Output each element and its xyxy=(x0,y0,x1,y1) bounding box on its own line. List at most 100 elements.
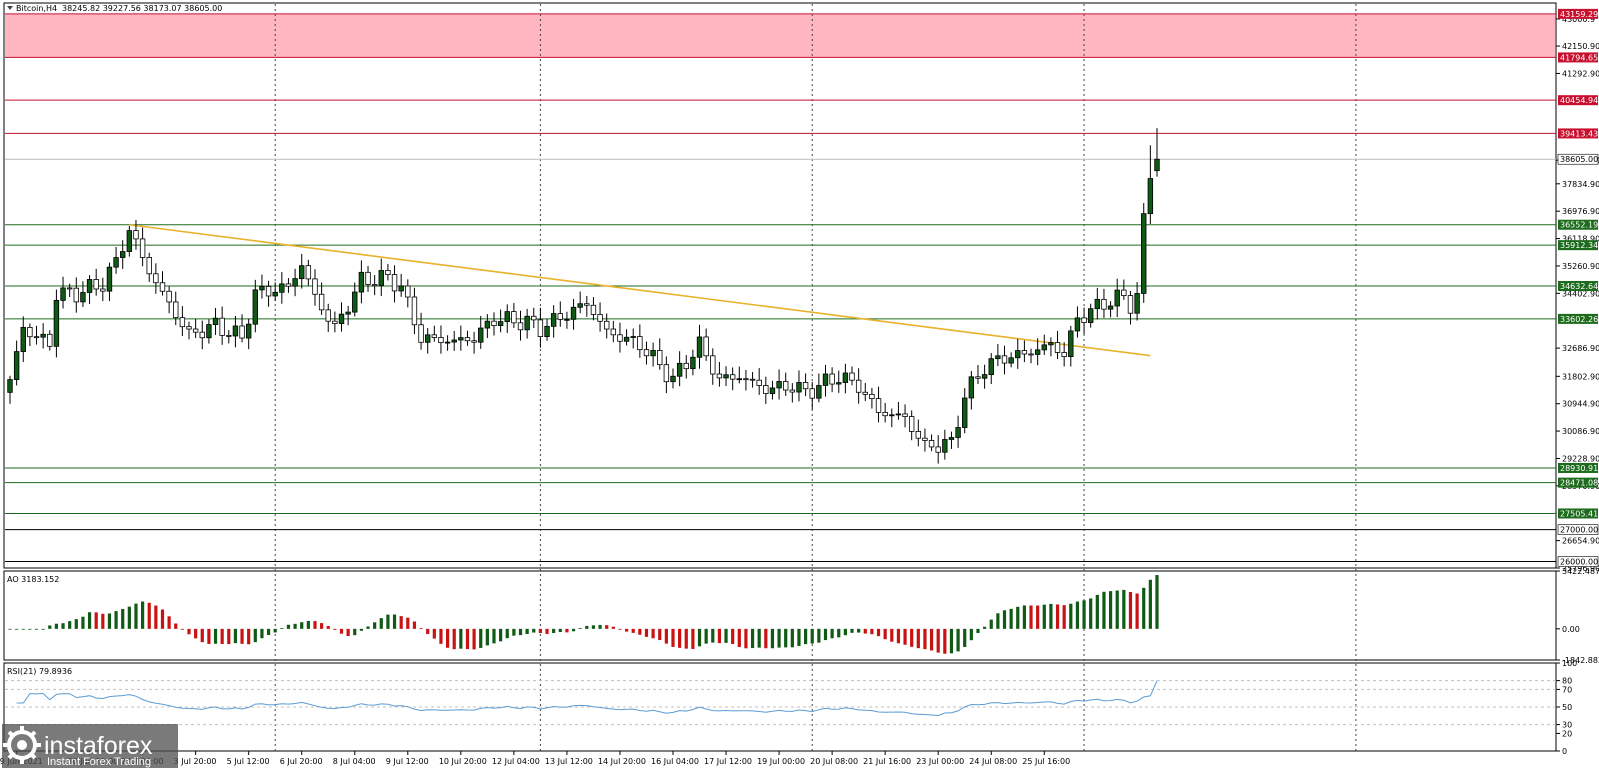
level-tag-bg-1 xyxy=(1558,52,1598,63)
candle-body xyxy=(424,334,431,343)
candle-body xyxy=(769,387,776,394)
ao-bar xyxy=(943,628,947,654)
candle-body xyxy=(981,374,988,379)
price-tick-label: 31802.90 xyxy=(1562,372,1599,381)
ao-bar xyxy=(1029,605,1033,629)
candle-body xyxy=(889,414,895,417)
time-tick-label: 10 Jul 20:00 xyxy=(439,757,487,766)
candle-body xyxy=(1008,357,1014,364)
candle-body xyxy=(106,266,113,292)
time-tick-label: 14 Jul 20:00 xyxy=(598,757,646,766)
ao-bar xyxy=(353,628,357,636)
candle-body xyxy=(604,320,610,330)
ohlc-values: 38245.82 39227.56 38173.07 38605.00 xyxy=(62,4,222,13)
level-tag-label: 36552.19 xyxy=(1560,221,1598,230)
ao-bar xyxy=(870,628,874,635)
ao-bar xyxy=(313,621,317,629)
ao-bar xyxy=(936,628,940,653)
time-tick-label: 25 Jul 16:00 xyxy=(1022,757,1070,766)
rsi-indicator-label: RSI(21) 79.8936 xyxy=(7,667,72,676)
candle-body xyxy=(385,270,391,275)
price-tick-label: 41292.90 xyxy=(1562,69,1599,78)
candle-body xyxy=(338,313,345,324)
candle-body xyxy=(776,381,782,389)
ao-bar xyxy=(200,628,204,643)
candle-body xyxy=(199,331,205,339)
candle-body xyxy=(975,376,981,379)
candle-body xyxy=(133,230,139,240)
ao-bar xyxy=(28,628,32,630)
ao-bar xyxy=(711,628,715,643)
ao-bar xyxy=(485,628,489,646)
ao-bar xyxy=(194,628,198,639)
candle-body xyxy=(676,362,683,377)
candle-body xyxy=(139,238,146,258)
ao-bar xyxy=(976,628,980,634)
ao-bar xyxy=(876,628,881,637)
ao-bar xyxy=(571,628,576,632)
ao-bar xyxy=(41,628,45,630)
candle-body xyxy=(265,285,272,297)
candle-body xyxy=(1154,158,1160,172)
watermark-tagline: Instant Forex Trading xyxy=(47,756,151,768)
candle-body xyxy=(1034,349,1041,355)
ao-bar xyxy=(764,628,768,649)
ao-bar xyxy=(445,628,450,648)
candle-body xyxy=(93,279,99,290)
ao-bar xyxy=(426,628,430,635)
level-tag-bg-6 xyxy=(1558,240,1598,251)
ao-bar xyxy=(890,628,894,642)
ao-bar xyxy=(114,611,118,629)
level-tag-label: 27505.41 xyxy=(1560,509,1598,518)
rsi-tick-label: 100 xyxy=(1562,659,1577,668)
candle-body xyxy=(53,299,60,347)
time-tick-label: 8 Jul 04:00 xyxy=(333,757,376,766)
candle-body xyxy=(1041,344,1047,351)
level-tag-bg-7 xyxy=(1558,281,1598,292)
candle-body xyxy=(451,339,457,343)
candle-body xyxy=(464,337,471,342)
ao-bar xyxy=(883,628,887,640)
candle-body xyxy=(1127,295,1134,314)
level-tag-label: 26000.00 xyxy=(1560,558,1598,567)
candle-body xyxy=(902,413,908,417)
candle-body xyxy=(716,373,723,379)
rsi-tick-label: 30 xyxy=(1562,721,1572,730)
ao-bar xyxy=(406,617,410,629)
candle-body xyxy=(1087,308,1094,323)
ao-bar xyxy=(499,628,503,642)
ao-bar xyxy=(989,619,993,629)
candle-body xyxy=(358,271,365,293)
candle-body xyxy=(643,349,650,357)
candle-body xyxy=(1054,342,1061,353)
candle-body xyxy=(829,373,835,385)
ao-bar xyxy=(525,628,529,635)
candle-body xyxy=(1001,355,1008,364)
level-tag-bg-10 xyxy=(1558,477,1598,488)
ao-bar xyxy=(929,628,934,651)
candle-body xyxy=(40,333,46,338)
candle-body xyxy=(763,385,769,394)
ao-bar xyxy=(843,628,847,636)
level-tag-bg-5 xyxy=(1558,219,1598,230)
ao-bar xyxy=(121,609,125,629)
candle-body xyxy=(1028,353,1034,356)
candle-body xyxy=(391,274,398,292)
ao-bar xyxy=(790,628,794,648)
level-tag-label: 41794.65 xyxy=(1560,53,1598,62)
candle-body xyxy=(120,251,126,258)
rsi-line xyxy=(16,680,1158,717)
time-tick-label: 20 Jul 08:00 xyxy=(810,757,858,766)
candle-body xyxy=(478,327,484,343)
candle-body xyxy=(66,287,73,290)
ao-bar xyxy=(247,628,251,645)
time-tick-label: 23 Jul 00:00 xyxy=(916,757,964,766)
symbol-label: Bitcoin,H4 xyxy=(16,4,57,13)
ao-bar xyxy=(1082,600,1086,629)
candle-body xyxy=(299,265,305,280)
ao-bar xyxy=(147,602,151,629)
ao-bar xyxy=(691,628,695,649)
time-tick-label: 24 Jul 08:00 xyxy=(969,757,1017,766)
candle-body xyxy=(544,325,550,337)
